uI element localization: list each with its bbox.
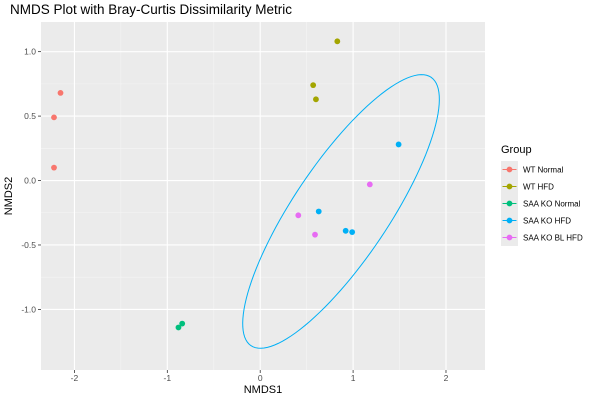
data-point <box>312 231 318 238</box>
legend-item: SAA KO BL HFD <box>501 229 583 246</box>
legend-key-point <box>506 217 513 224</box>
legend-label: SAA KO BL HFD <box>523 234 583 243</box>
confidence-ellipses <box>242 74 440 349</box>
legend-item: SAA KO HFD <box>501 212 571 229</box>
y-tick-label: -1.0 <box>21 304 36 314</box>
y-tick-label: 0.0 <box>24 176 36 186</box>
legend-label: SAA KO Normal <box>523 200 581 209</box>
data-point <box>395 141 402 148</box>
legend-item: SAA KO Normal <box>501 195 581 212</box>
data-point <box>175 324 182 331</box>
data-point <box>342 227 349 234</box>
x-tick-label: 1 <box>351 373 356 383</box>
x-tick-label: 2 <box>444 373 449 383</box>
y-tick-label: 1.0 <box>24 47 36 57</box>
axis-ticks <box>38 51 447 373</box>
y-tick-label: -0.5 <box>21 240 36 250</box>
x-tick-label: 0 <box>258 373 263 383</box>
legend-key-point <box>506 166 513 173</box>
data-point <box>310 82 317 89</box>
data-point <box>315 208 322 215</box>
legend-label: SAA KO HFD <box>523 217 571 226</box>
legend-key-point <box>506 234 513 241</box>
chart-title: NMDS Plot with Bray-Curtis Dissimilarity… <box>10 2 293 17</box>
data-point <box>334 38 341 45</box>
data-point <box>349 229 356 235</box>
confidence-ellipse <box>242 74 440 349</box>
major-gridlines <box>41 22 485 370</box>
legend-label: WT Normal <box>523 166 564 175</box>
y-axis-title: NMDS2 <box>3 177 15 216</box>
legend: Group WT Normal WT HFD SAA KO Normal SAA KO… <box>501 144 583 246</box>
x-tick-label: -1 <box>164 373 172 383</box>
data-point <box>51 114 57 121</box>
plot-panel <box>41 22 485 370</box>
legend-title: Group <box>501 144 532 156</box>
legend-key-point <box>506 183 513 190</box>
legend-item: WT HFD <box>501 178 554 195</box>
legend-item: WT Normal <box>501 161 564 178</box>
data-point <box>313 96 319 103</box>
minor-gridlines <box>41 22 485 370</box>
y-tick-label: 0.5 <box>24 111 36 121</box>
data-point <box>366 181 373 188</box>
x-tick-label: -2 <box>71 373 79 383</box>
tick-labels: -2 -1 0 1 2 -1.0 -0.5 0.0 0.5 1.0 <box>21 47 448 383</box>
legend-key-point <box>506 200 513 207</box>
data-points <box>51 38 402 331</box>
legend-label: WT HFD <box>523 183 554 192</box>
data-point <box>57 89 64 96</box>
data-point <box>179 320 186 327</box>
x-axis-title: NMDS1 <box>244 384 283 396</box>
data-point <box>295 212 302 219</box>
data-point <box>51 164 57 171</box>
